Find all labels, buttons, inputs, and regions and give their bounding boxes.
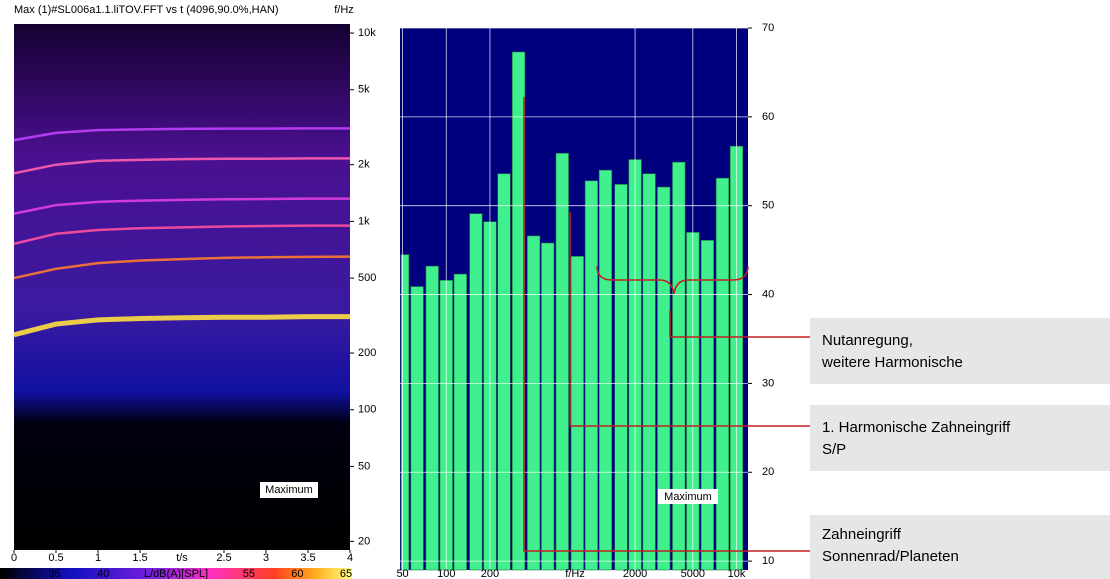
colorbar <box>0 568 352 579</box>
chart-title: Max (1)#SL006a1.1.liTOV.FFT vs t (4096,9… <box>14 4 279 16</box>
y-tick-label: 40 <box>762 288 774 300</box>
colorbar-label: L/dB(A)[SPL] <box>144 568 208 579</box>
bar <box>527 235 541 571</box>
x-tick-label: 2000 <box>623 568 647 579</box>
spectrogram-background <box>14 24 350 550</box>
x-tick-label: 0 <box>11 552 17 564</box>
label-box <box>658 489 718 504</box>
y-tick-label: 70 <box>762 22 774 34</box>
y-tick-label: 20 <box>358 535 370 547</box>
y-tick-label: 10k <box>358 27 376 39</box>
colorbar-tick-label: 35 <box>48 568 60 579</box>
harmonic-line <box>13 255 351 280</box>
y-tick-label: 100 <box>358 404 376 416</box>
leader <box>669 310 810 338</box>
leader <box>569 212 810 427</box>
bar <box>672 161 686 571</box>
y-tick-label: 20 <box>762 466 774 478</box>
x-axis-label: f/Hz <box>565 568 585 579</box>
colorbar-tick-label: 60 <box>291 568 303 579</box>
bar <box>511 51 526 571</box>
x-tick-label: 50 <box>396 568 408 579</box>
annotation: Maximum <box>265 484 313 496</box>
bar <box>642 173 656 571</box>
annotation-text: S/P <box>822 441 846 458</box>
bar <box>715 177 730 571</box>
bar <box>469 213 483 571</box>
y-tick-label: 50 <box>358 460 370 472</box>
leader <box>523 97 810 552</box>
x-tick-label: 3 <box>263 552 269 564</box>
x-tick-label: 4 <box>347 552 353 564</box>
bar <box>410 286 424 571</box>
y-tick-label: 60 <box>762 111 774 123</box>
annotation-text: Nutanregung, <box>822 332 913 349</box>
x-tick-label: 5000 <box>681 568 705 579</box>
x-tick-label: 200 <box>481 568 499 579</box>
colorbar-tick-label: 30 <box>0 568 12 579</box>
annotation-text: 1. Harmonische Zahneingriff <box>822 419 1011 436</box>
annotation-text: Sonnenrad/Planeten <box>822 548 959 565</box>
bar <box>700 240 714 571</box>
y-axis-label: f/Hz <box>334 4 354 16</box>
bar <box>598 169 613 571</box>
bar-chart: 10 20 30 40 50 60 70 50 100 200 2000 5000 10k f/Hz <box>396 22 774 579</box>
y-tick-label: 2k <box>358 159 370 171</box>
bar <box>400 254 410 571</box>
bar <box>425 265 439 571</box>
x-tick-label: 2.5 <box>216 552 231 564</box>
y-tick-label: 200 <box>358 347 376 359</box>
brace <box>596 265 749 295</box>
y-tick-label: 1k <box>358 215 370 227</box>
y-tick-label: 5k <box>358 84 370 96</box>
x-tick-label: 1 <box>95 552 101 564</box>
label-box <box>260 482 318 498</box>
x-tick-label: 1.5 <box>132 552 147 564</box>
x-tick-label: 100 <box>437 568 455 579</box>
y-tick-label: 50 <box>762 200 774 212</box>
y-tick-label: 30 <box>762 377 774 389</box>
annotation-text: Zahneingriff <box>822 526 902 543</box>
bar <box>453 273 467 571</box>
x-tick-label: 0.5 <box>48 552 63 564</box>
bar <box>555 152 569 571</box>
bar <box>614 184 628 571</box>
bar <box>570 256 584 571</box>
harmonic-line <box>13 157 350 175</box>
harmonic-line <box>13 197 350 215</box>
colorbar-tick-label: 40 <box>97 568 109 579</box>
y-tick-label: 500 <box>358 272 376 284</box>
annotation: Maximum <box>664 491 712 503</box>
y-tick-label: 10 <box>762 555 774 567</box>
harmonic-line <box>13 127 350 142</box>
x-tick-label: 3.5 <box>300 552 315 564</box>
bar <box>584 180 598 571</box>
bar <box>497 173 511 571</box>
bar <box>657 186 671 571</box>
colorbar-tick-label: 55 <box>243 568 255 579</box>
x-tick-label: 10k <box>728 568 746 579</box>
annotation-text: weitere Harmonische <box>821 354 963 371</box>
x-axis-label: t/s <box>176 552 188 564</box>
annotation-lines <box>523 97 810 552</box>
harmonic-line <box>13 314 350 338</box>
harmonic-line <box>13 224 350 246</box>
bar <box>541 242 555 571</box>
annotation-box <box>810 318 1110 384</box>
annotation-box <box>810 405 1110 471</box>
annotation-box <box>810 515 1110 579</box>
colorbar-tick-label: 65 <box>340 568 352 579</box>
